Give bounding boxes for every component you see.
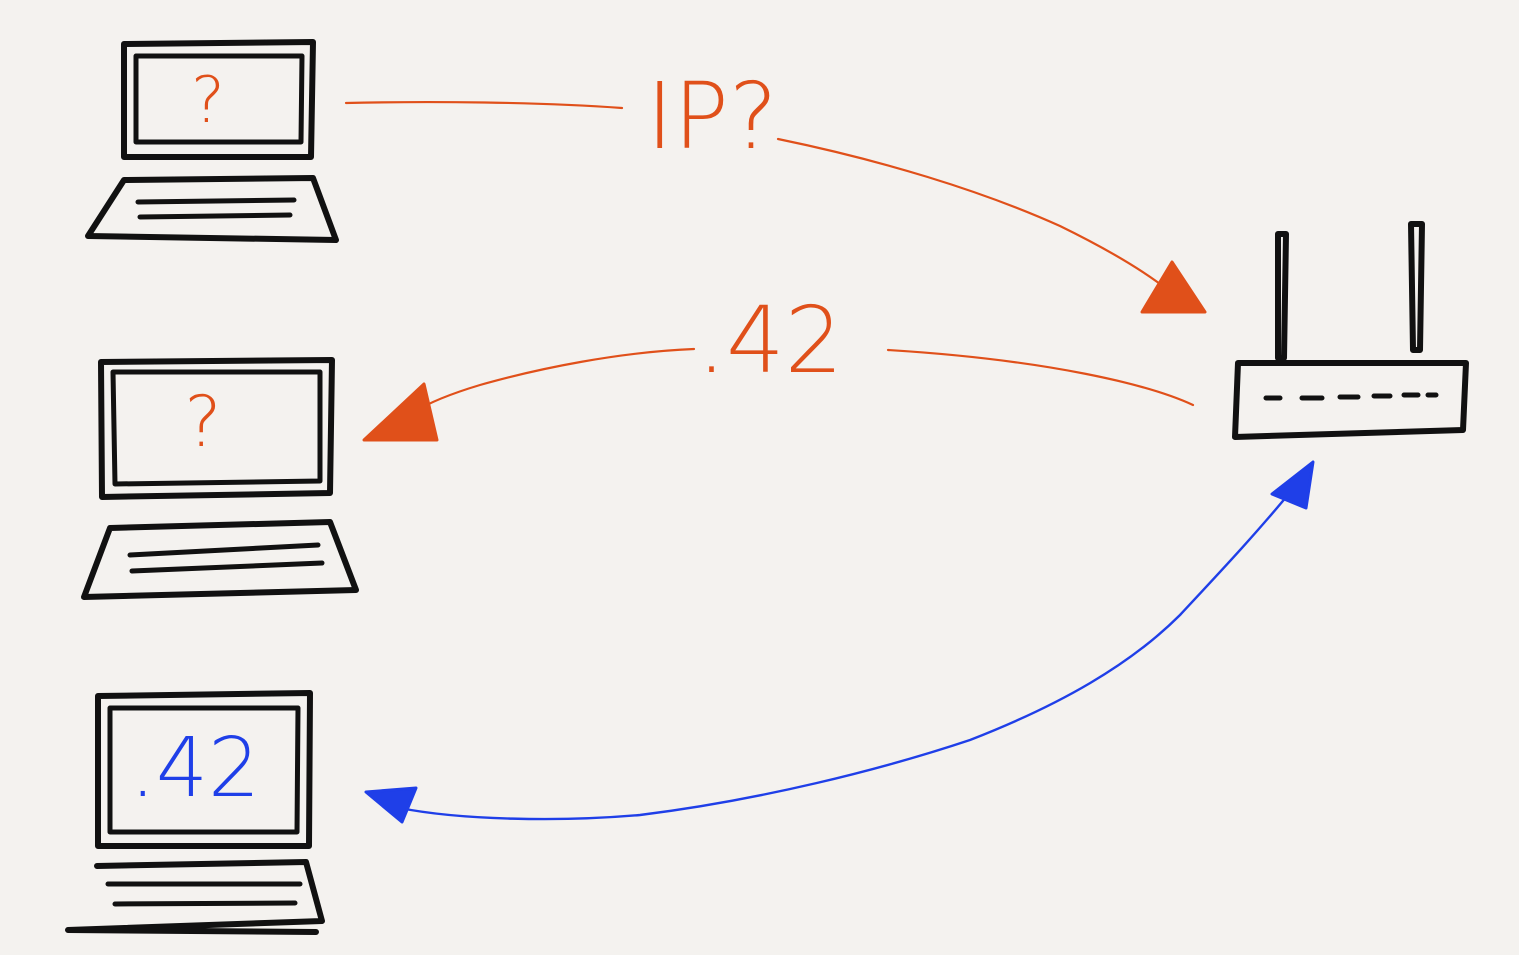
laptop-top-icon: ? <box>85 39 339 243</box>
assigned-arrow <box>364 460 1315 824</box>
laptop-top-screen-text: ? <box>191 64 225 138</box>
laptop-bottom-screen-text: .42 <box>130 721 260 816</box>
laptop-bottom-icon: .42 <box>65 690 325 935</box>
laptop-middle-screen-text: ? <box>184 381 221 463</box>
router-icon <box>1232 221 1469 440</box>
request-arrow: IP? <box>344 63 1207 314</box>
assigned-arrowhead-laptop <box>364 786 418 824</box>
request-label: IP? <box>646 63 777 170</box>
request-arrowhead <box>1140 260 1207 314</box>
response-arrowhead <box>362 382 439 442</box>
response-arrow: .42 <box>362 287 1195 442</box>
assigned-arrowhead-router <box>1270 460 1315 510</box>
response-label: .42 <box>697 287 843 394</box>
laptop-middle-icon: ? <box>81 357 359 600</box>
